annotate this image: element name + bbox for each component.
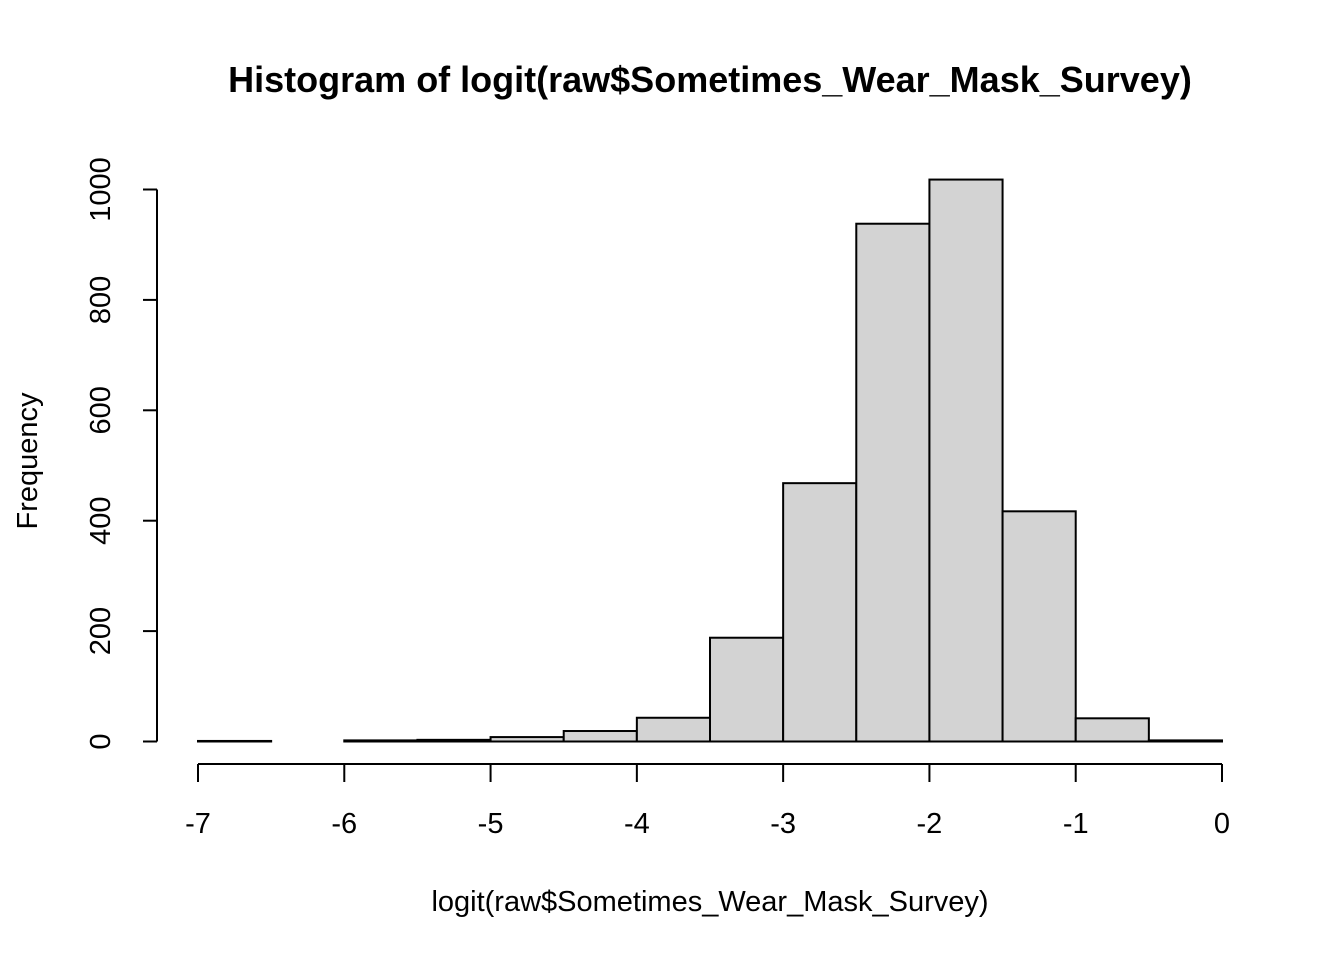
y-axis: 0 200 400 600 800 1000 [85, 157, 158, 750]
histogram-bar [489, 736, 565, 743]
histogram-bar [1147, 739, 1224, 743]
y-tick-label: 600 [85, 386, 117, 434]
x-tick-label: -6 [331, 808, 357, 840]
histogram-bar [928, 178, 1004, 743]
x-axis: -7 -6 -5 -4 -3 -2 -1 0 [185, 763, 1230, 840]
x-tick-label: 0 [1214, 808, 1230, 840]
histogram-bar [343, 739, 419, 743]
histogram-bar [416, 738, 492, 743]
y-tick-label: 0 [85, 733, 117, 749]
y-axis-label: Frequency [12, 392, 44, 530]
x-tick-label: -7 [185, 808, 211, 840]
histogram-bar [1001, 510, 1077, 743]
histogram-bar [782, 482, 858, 743]
histogram-bar [709, 636, 785, 743]
bars-group [197, 178, 1224, 743]
chart-title: Histogram of logit(raw$Sometimes_Wear_Ma… [228, 59, 1192, 100]
histogram-bar [855, 222, 931, 743]
y-tick-label: 400 [85, 497, 117, 545]
y-tick-label: 800 [85, 276, 117, 324]
x-tick-label: -2 [917, 808, 943, 840]
x-tick-label: -3 [770, 808, 796, 840]
x-tick-label: -4 [624, 808, 650, 840]
y-tick-label: 1000 [85, 157, 117, 222]
histogram-bar [562, 730, 638, 743]
x-axis-label: logit(raw$Sometimes_Wear_Mask_Survey) [431, 886, 988, 918]
y-tick-label: 200 [85, 607, 117, 655]
x-tick-label: -1 [1063, 808, 1089, 840]
x-tick-label: -5 [478, 808, 504, 840]
histogram-bar [197, 739, 273, 743]
histogram-bar [1074, 717, 1150, 743]
histogram-bar [635, 716, 711, 743]
